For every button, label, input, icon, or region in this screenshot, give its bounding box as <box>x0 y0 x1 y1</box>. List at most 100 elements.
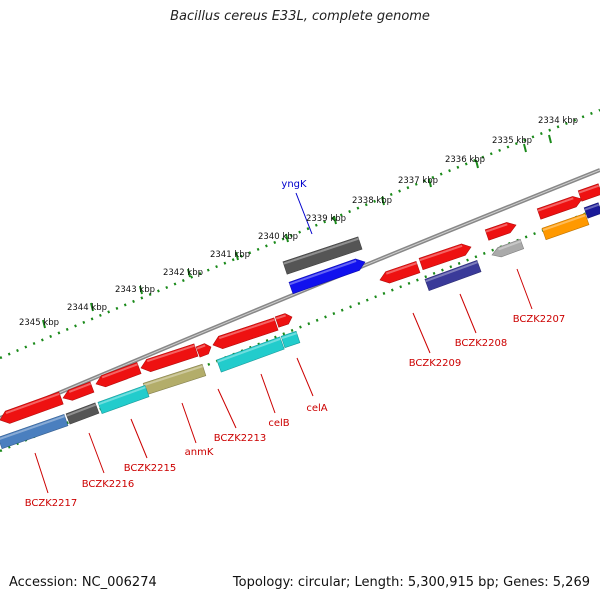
scale-label: 2336 kbp <box>445 155 485 165</box>
backbone-highlight <box>0 169 600 419</box>
leader-bczk2209 <box>412 312 431 354</box>
gene-highlight <box>289 259 357 286</box>
major-tick <box>42 319 46 329</box>
gene-highlight <box>98 386 146 406</box>
label-leaders <box>34 192 533 494</box>
map-labels: 2334 kbp 2335 kbp 2336 kbp 2337 kbp 2338 kbp… <box>19 116 578 509</box>
scale-label: 2341 kbp <box>210 250 250 260</box>
gene-highlight <box>425 261 478 283</box>
gene-feature <box>379 260 421 284</box>
gene-arrow <box>424 259 482 292</box>
leader-bczk2215 <box>130 418 148 459</box>
gene-feature <box>97 384 150 415</box>
gene-feature <box>212 317 279 349</box>
gene-arrow <box>484 222 517 241</box>
major-tick <box>187 268 191 278</box>
gene-highlight <box>196 344 206 350</box>
gene-feature <box>280 330 301 349</box>
leader-anmk <box>181 402 197 444</box>
leader-cela <box>296 357 314 397</box>
gene-label-yngk: yngK <box>281 179 307 190</box>
gene-feature <box>140 343 199 373</box>
major-tick <box>285 233 289 243</box>
gene-highlight <box>275 314 286 320</box>
gene-feature <box>0 391 64 424</box>
gene-feature <box>484 222 517 241</box>
gene-feature <box>577 183 600 202</box>
genome-backbone <box>0 168 600 420</box>
gene-feature <box>541 212 590 241</box>
gene-feature <box>216 336 285 373</box>
leader-bczk2207 <box>516 268 533 310</box>
gene-label-bczk2216: BCZK2216 <box>82 479 135 490</box>
gene-arrow <box>379 260 421 284</box>
leader-bczk2217 <box>34 452 49 494</box>
leader-yngk <box>295 192 313 235</box>
gene-highlight <box>218 318 275 340</box>
feature-track <box>0 183 600 450</box>
accession-label: Accession: NC_006274 <box>9 575 157 590</box>
gene-arrow <box>274 313 293 328</box>
gene-feature <box>491 238 525 258</box>
gene-arrow <box>140 343 199 373</box>
gene-highlight <box>143 365 204 387</box>
outer-tick-track <box>0 108 600 360</box>
major-tick <box>428 178 432 188</box>
scale-label: 2337 kbp <box>398 176 438 186</box>
gene-highlight <box>101 363 138 379</box>
gene-label-anmk: anmK <box>185 447 214 458</box>
gene-label-cela: celA <box>306 403 327 414</box>
scale-label: 2342 kbp <box>163 268 203 278</box>
gene-highlight <box>498 240 522 251</box>
gene-label-bczk2209: BCZK2209 <box>409 358 462 369</box>
gene-feature <box>282 236 363 275</box>
gene-arrow <box>418 243 472 271</box>
major-tick <box>381 196 385 206</box>
gene-arrow <box>541 212 590 241</box>
map-title: Bacillus cereus E33L, complete genome <box>170 9 430 24</box>
scale-label: 2340 kbp <box>258 232 298 242</box>
gene-highlight <box>217 337 281 363</box>
gene-arrow <box>583 202 600 219</box>
gene-label-bczk2217: BCZK2217 <box>25 498 78 509</box>
leader-bczk2208 <box>459 293 477 334</box>
gene-feature <box>274 313 293 328</box>
gene-feature <box>0 413 69 450</box>
gene-label-bczk2215: BCZK2215 <box>124 463 177 474</box>
gene-arrow <box>0 413 69 450</box>
gene-label-bczk2207: BCZK2207 <box>513 314 566 325</box>
gene-highlight <box>485 223 508 233</box>
gene-highlight <box>542 214 587 232</box>
gene-arrow <box>97 384 150 415</box>
major-tick <box>333 215 337 225</box>
gene-highlight <box>281 332 298 340</box>
gene-feature <box>418 243 472 271</box>
gene-arrow <box>195 343 212 358</box>
gene-arrow <box>280 330 301 349</box>
gene-arrow <box>577 183 600 202</box>
gene-arrow <box>0 391 64 424</box>
gene-label-celb: celB <box>268 418 289 429</box>
leader-bczk2213 <box>217 388 237 429</box>
leader-bczk2216 <box>88 432 105 474</box>
gene-arrow <box>212 317 279 349</box>
major-tick <box>548 134 552 144</box>
gene-highlight <box>537 197 574 212</box>
scale-label: 2344 kbp <box>67 303 107 313</box>
gene-feature <box>95 361 142 388</box>
gene-feature <box>536 196 583 220</box>
gene-feature <box>288 258 366 295</box>
gene-arrow <box>536 196 583 220</box>
gene-arrow <box>65 402 100 425</box>
leader-celb <box>260 373 276 414</box>
gene-arrow <box>216 336 285 373</box>
gene-feature <box>195 343 212 358</box>
gene-highlight <box>584 203 600 211</box>
major-tick <box>139 285 143 295</box>
gene-feature <box>65 402 100 425</box>
major-tick <box>523 143 527 153</box>
gene-feature <box>583 202 600 219</box>
gene-arrow <box>282 236 363 275</box>
scale-label: 2343 kbp <box>115 285 155 295</box>
